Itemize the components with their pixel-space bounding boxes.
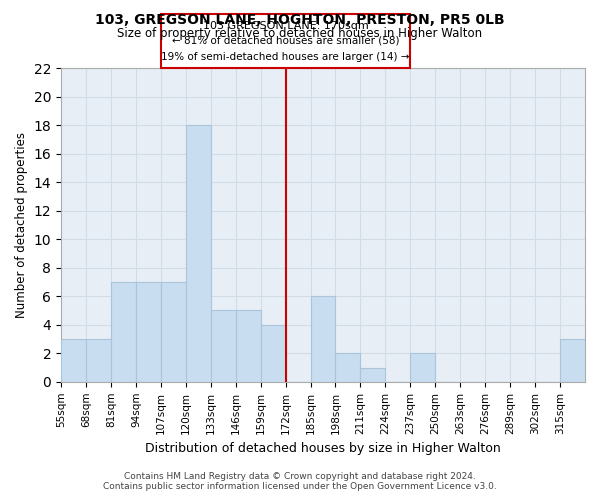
Text: Size of property relative to detached houses in Higher Walton: Size of property relative to detached ho… <box>118 28 482 40</box>
Bar <box>86 339 111 382</box>
Bar <box>410 354 435 382</box>
Bar <box>61 339 86 382</box>
Bar <box>260 325 286 382</box>
Bar <box>136 282 161 382</box>
Text: 103, GREGSON LANE, HOGHTON, PRESTON, PR5 0LB: 103, GREGSON LANE, HOGHTON, PRESTON, PR5… <box>95 12 505 26</box>
Bar <box>311 296 335 382</box>
Bar <box>236 310 260 382</box>
Bar <box>161 282 186 382</box>
Text: 19% of semi-detached houses are larger (14) →: 19% of semi-detached houses are larger (… <box>161 52 410 62</box>
Bar <box>186 125 211 382</box>
Text: ← 81% of detached houses are smaller (58): ← 81% of detached houses are smaller (58… <box>172 35 400 45</box>
Bar <box>361 368 385 382</box>
Y-axis label: Number of detached properties: Number of detached properties <box>15 132 28 318</box>
Bar <box>335 354 361 382</box>
Bar <box>111 282 136 382</box>
X-axis label: Distribution of detached houses by size in Higher Walton: Distribution of detached houses by size … <box>145 442 501 455</box>
Text: Contains HM Land Registry data © Crown copyright and database right 2024.
Contai: Contains HM Land Registry data © Crown c… <box>103 472 497 491</box>
FancyBboxPatch shape <box>161 14 410 68</box>
Bar <box>560 339 585 382</box>
Bar <box>211 310 236 382</box>
Text: 103 GREGSON LANE: 170sqm: 103 GREGSON LANE: 170sqm <box>203 21 368 31</box>
